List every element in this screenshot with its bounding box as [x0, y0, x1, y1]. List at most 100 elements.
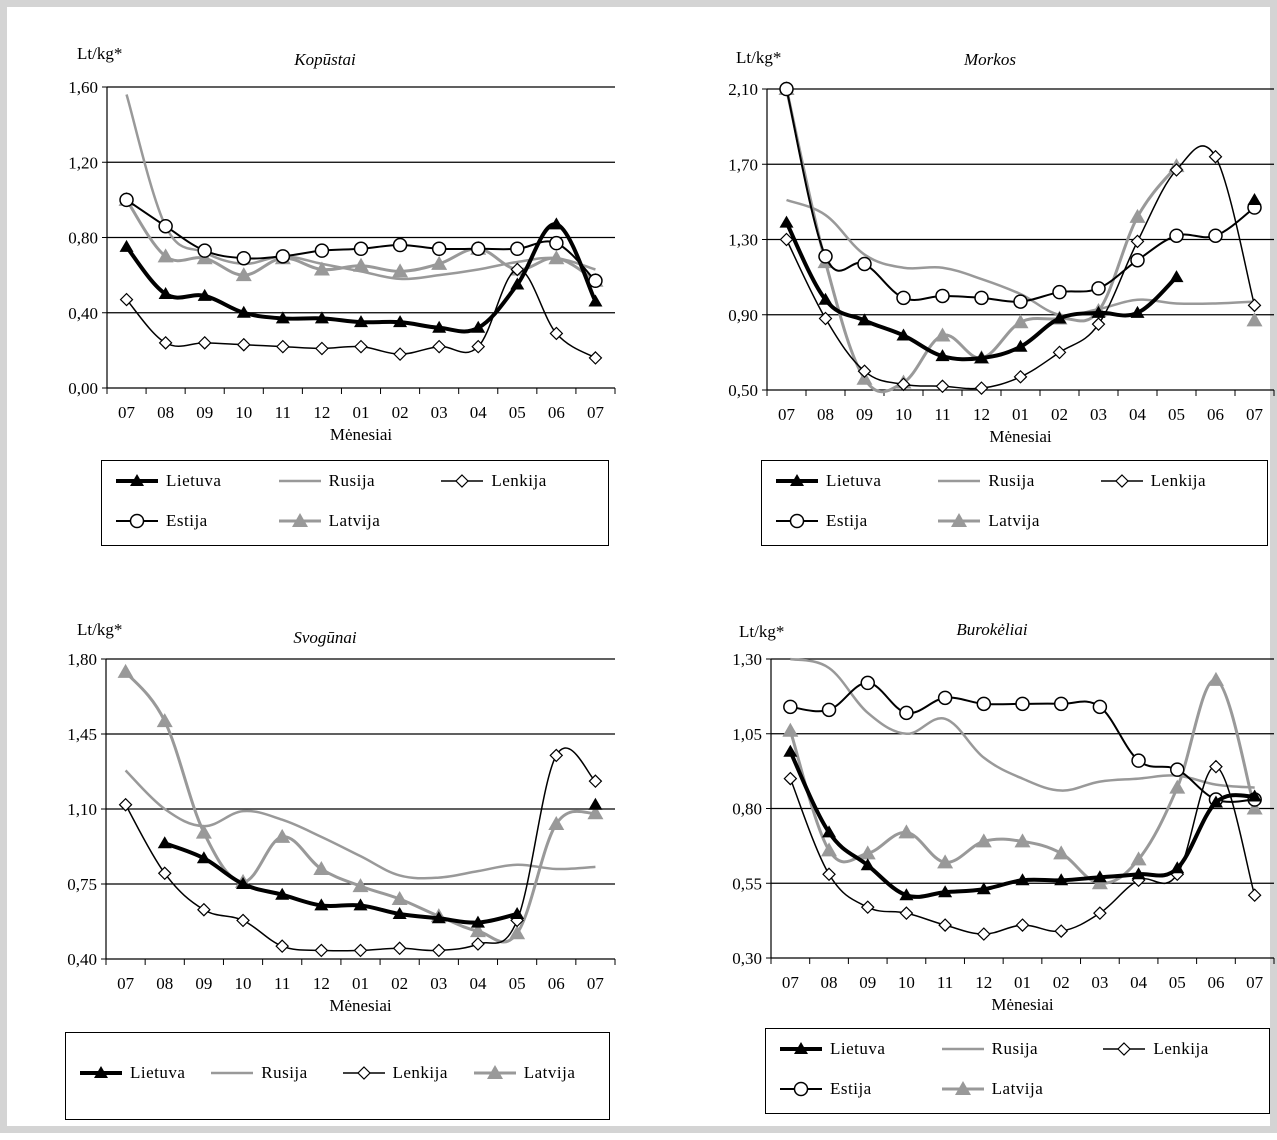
- data-point: [432, 339, 447, 354]
- data-point: [314, 943, 329, 958]
- series-estija: [783, 675, 1262, 807]
- legend-swatch: [342, 1066, 385, 1080]
- x-tick-label: 04: [1130, 973, 1148, 992]
- data-point: [1130, 851, 1147, 866]
- data-point: [937, 854, 954, 869]
- legend-marker: [794, 1042, 808, 1054]
- y-tick-label: 0,40: [68, 304, 98, 323]
- legend-label: Rusija: [991, 1039, 1039, 1058]
- data-point: [822, 867, 836, 882]
- data-point: [779, 232, 794, 247]
- data-point: [157, 836, 172, 849]
- legend-marker: [291, 513, 308, 527]
- data-point: [549, 235, 564, 251]
- data-point: [588, 797, 603, 810]
- data-point: [117, 663, 134, 678]
- x-tick-label: 04: [470, 403, 488, 422]
- data-point: [1012, 314, 1029, 329]
- data-point: [1131, 753, 1146, 768]
- data-point: [275, 339, 290, 354]
- data-point: [588, 774, 603, 788]
- x-tick-label: 04: [1129, 405, 1147, 424]
- data-point: [195, 824, 212, 839]
- data-point: [392, 237, 408, 253]
- x-tick-label: 05: [509, 403, 526, 422]
- data-point: [1053, 696, 1069, 712]
- data-point: [857, 256, 872, 272]
- legend-item-latvija: Latvija: [275, 511, 381, 531]
- chart-panel-burokeliai: 0,30 0,55 0,80 1,05 1,30 07 08 09 10 11 12 01 02 03 04…: [647, 577, 1277, 1140]
- x-tick-label: 01: [352, 974, 369, 993]
- legend-swatch: [938, 513, 981, 527]
- x-tick-label: 02: [1051, 405, 1068, 424]
- legend-label: Lietuva: [826, 471, 882, 490]
- legend-label: Lenkija: [1150, 471, 1207, 490]
- data-point: [313, 261, 330, 276]
- x-tick-label: 07: [587, 974, 605, 993]
- legend-swatch: [1100, 474, 1143, 488]
- data-point: [510, 907, 525, 919]
- series-line: [789, 765, 1256, 935]
- x-tick-label: 07: [782, 973, 800, 992]
- y-axis-label: Lt/kg*: [736, 48, 781, 67]
- series-rusija: [786, 198, 1255, 317]
- legend-swatch: [938, 479, 981, 483]
- legend-swatch: [780, 1081, 822, 1097]
- y-tick-label: 1,20: [68, 153, 98, 172]
- x-tick-label: 09: [195, 974, 212, 993]
- legend-swatch: [278, 513, 321, 527]
- data-point: [1130, 234, 1145, 249]
- data-point: [1208, 795, 1223, 808]
- data-point: [432, 320, 447, 333]
- data-point: [860, 900, 875, 915]
- legend-burokeliai: Lietuva Rusija Lenkija Estija Latvija: [765, 1028, 1270, 1114]
- x-tick-label: 05: [1168, 405, 1185, 424]
- x-tick-label: 03: [430, 974, 447, 993]
- data-point: [934, 327, 951, 342]
- data-point: [431, 255, 448, 270]
- legend-marker: [789, 513, 805, 529]
- data-point: [353, 943, 368, 958]
- legend-swatch: [116, 513, 158, 529]
- series-lenkija: [119, 262, 603, 365]
- data-point: [1093, 906, 1107, 920]
- data-point: [510, 241, 525, 257]
- legend-item-lenkija: Lenkija: [437, 471, 546, 491]
- data-point: [896, 377, 911, 392]
- legend-label: Lietuva: [130, 1063, 186, 1082]
- legend-marker: [455, 474, 470, 488]
- x-tick-label: 03: [431, 403, 448, 422]
- data-point: [549, 326, 564, 341]
- chart-title: Svogūnai: [293, 628, 357, 647]
- chart-burokeliai: 0,30 0,55 0,80 1,05 1,30 07 08 09 10 11 12 01 02 03 04…: [732, 620, 1275, 1014]
- data-point: [353, 257, 369, 272]
- data-point: [782, 722, 799, 737]
- legend-swatch: [941, 1081, 984, 1095]
- x-tick-label: 06: [1207, 973, 1224, 992]
- data-point: [974, 351, 989, 364]
- data-point: [1131, 867, 1146, 880]
- x-tick-label: 06: [548, 974, 565, 993]
- series-latvija: [782, 671, 1263, 890]
- y-tick-label: 1,10: [67, 800, 97, 819]
- x-tick-label: 10: [235, 974, 252, 993]
- data-point: [859, 845, 876, 860]
- data-point: [157, 248, 174, 263]
- legend-item-rusija: Rusija: [938, 1039, 1038, 1059]
- series-line: [785, 88, 1256, 303]
- series-rusija: [790, 657, 1255, 792]
- legend-item-estija: Estija: [112, 511, 208, 531]
- chart-panel-kopustai: 0,00 0,40 0,80 1,20 1,60 07 08 09 10 11 12 01 02 03 04…: [7, 7, 647, 567]
- chart-title: Burokėliai: [956, 620, 1027, 639]
- series-line: [785, 88, 1178, 394]
- y-tick-label: 1,30: [732, 650, 762, 669]
- data-point: [1246, 800, 1263, 815]
- data-point: [821, 702, 837, 718]
- x-tick-label: 08: [157, 403, 174, 422]
- data-point: [275, 311, 290, 324]
- data-point: [821, 842, 838, 857]
- data-point: [1207, 671, 1224, 686]
- x-tick-label: 07: [587, 403, 605, 422]
- data-point: [471, 937, 485, 951]
